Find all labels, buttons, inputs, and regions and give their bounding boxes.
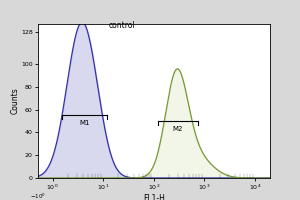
X-axis label: FL1-H: FL1-H (143, 194, 165, 200)
Text: M1: M1 (79, 120, 90, 126)
Y-axis label: Counts: Counts (11, 88, 20, 114)
Text: M2: M2 (173, 126, 183, 132)
Text: $-10^0$: $-10^0$ (29, 192, 46, 200)
Text: control: control (108, 21, 135, 30)
